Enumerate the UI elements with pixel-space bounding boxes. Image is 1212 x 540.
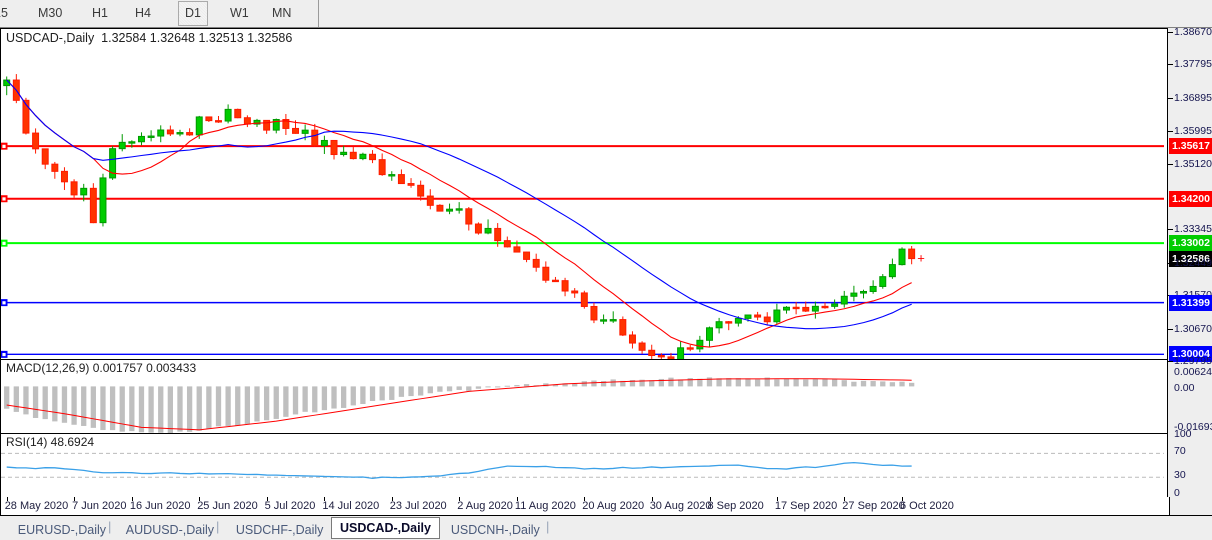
svg-text:+: + — [917, 251, 925, 266]
